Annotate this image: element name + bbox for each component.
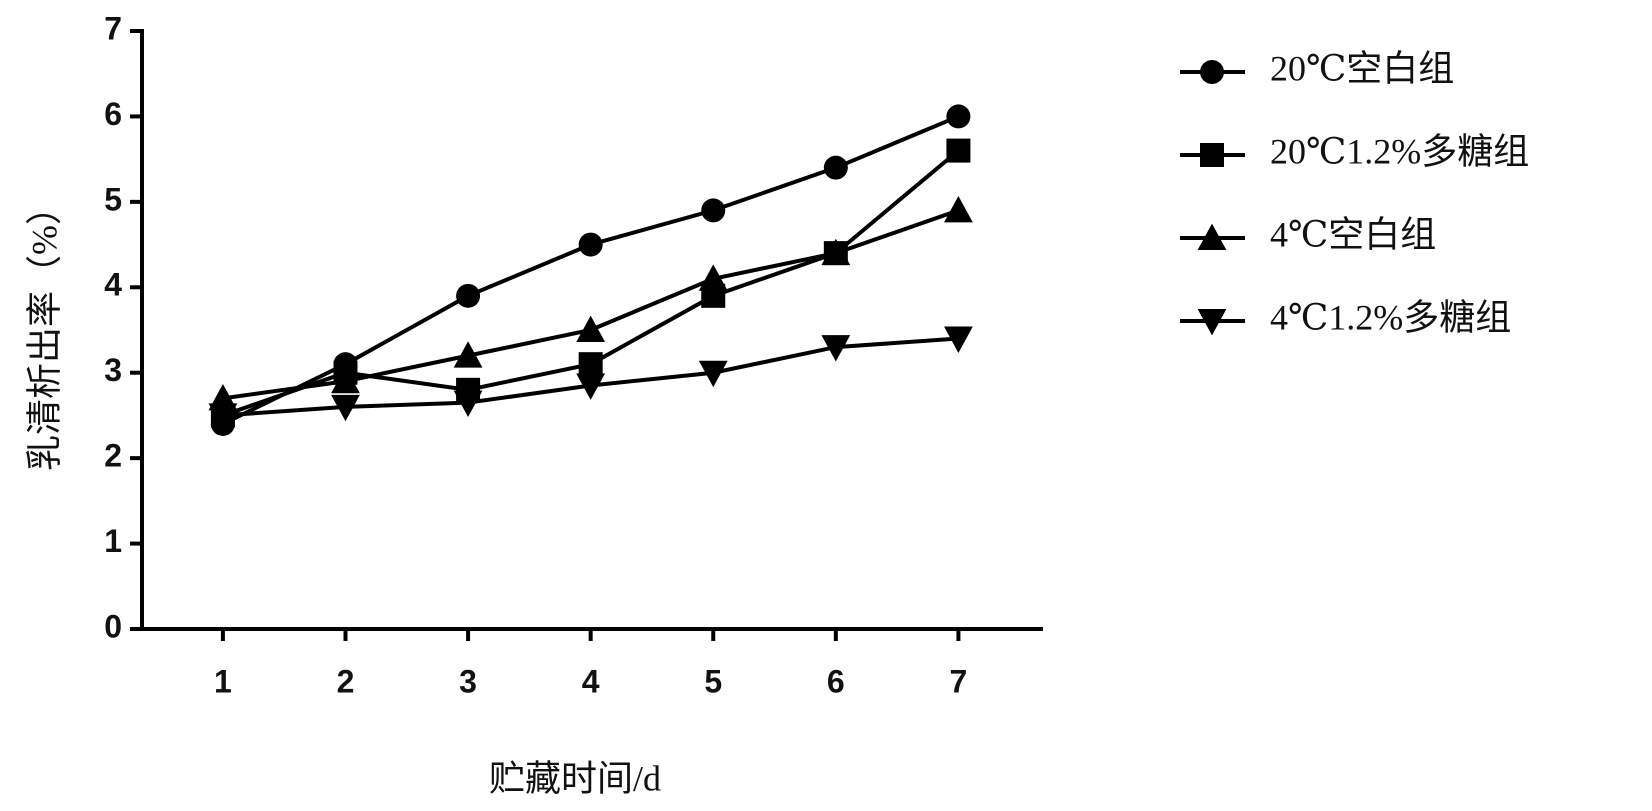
marker [208,403,238,430]
marker [578,232,603,257]
x-tick-label: 6 [827,663,845,699]
y-tick-label: 7 [104,10,122,46]
y-tick-label: 3 [104,352,122,388]
marker [1200,60,1224,84]
y-axis-label: 乳清析出率（%） [24,189,64,471]
marker [821,335,851,362]
y-tick-label: 1 [104,523,122,559]
y-tick-label: 4 [104,267,122,303]
marker [821,238,851,266]
marker [946,104,971,129]
marker [456,283,481,308]
marker [331,366,360,394]
marker [576,315,606,342]
legend-label: 20℃空白组 [1270,48,1454,88]
marker [578,352,603,377]
marker [944,326,973,353]
y-tick-label: 0 [104,608,122,644]
legend-label: 4℃空白组 [1270,214,1436,254]
x-tick-label: 7 [950,663,968,699]
y-tick-label: 5 [104,181,122,217]
x-axis-label: 贮藏时间/d [489,758,661,798]
marker [698,360,728,388]
x-tick-label: 4 [582,663,600,699]
x-tick-label: 2 [337,663,355,699]
legend-label: 4℃1.2%多糖组 [1270,297,1511,337]
marker [701,198,726,223]
marker [1200,143,1224,167]
y-tick-label: 2 [104,438,122,474]
marker [823,155,848,180]
x-tick-label: 1 [214,663,232,699]
x-tick-label: 5 [704,663,722,699]
x-tick-label: 3 [459,663,477,699]
y-tick-label: 6 [104,96,122,132]
marker [1197,223,1227,250]
marker [453,390,483,418]
marker [453,341,483,368]
marker [946,138,971,163]
marker [698,264,728,291]
legend-label: 20℃1.2%多糖组 [1270,131,1529,171]
marker [1197,309,1227,336]
marker [944,196,973,223]
marker [331,394,360,422]
marker [576,373,606,400]
